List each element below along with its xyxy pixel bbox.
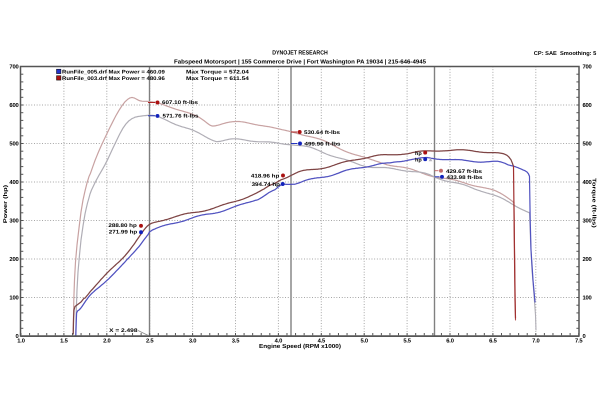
svg-text:CP: SAE Smoothing: 5: CP: SAE Smoothing: 5	[534, 50, 597, 57]
svg-text:5.5: 5.5	[403, 338, 411, 344]
svg-text:1.0: 1.0	[17, 337, 24, 344]
svg-text:Engine Speed (RPM x1000): Engine Speed (RPM x1000)	[259, 343, 341, 350]
svg-text:100: 100	[9, 295, 18, 302]
svg-text:400: 400	[9, 179, 18, 186]
svg-text:288.80 hp: 288.80 hp	[108, 223, 136, 229]
svg-text:429.67 ft-lbs: 429.67 ft-lbs	[446, 169, 482, 175]
svg-text:3.5: 3.5	[232, 337, 240, 344]
svg-text:607.10 ft-lbs: 607.10 ft-lbs	[162, 100, 198, 106]
svg-text:Fabspeed Motorsport | 155 Comm: Fabspeed Motorsport | 155 Commerce Drive…	[174, 58, 427, 65]
svg-text:100: 100	[583, 295, 592, 302]
svg-text:RunFile_003.drf Max Power = 48: RunFile_003.drf Max Power = 480.96	[62, 76, 165, 82]
svg-text:500: 500	[583, 141, 592, 148]
svg-text:499.96 ft-lbs: 499.96 ft-lbs	[305, 142, 341, 148]
svg-text:Torque (ft-lbs): Torque (ft-lbs)	[591, 178, 597, 228]
svg-text:Max Torque = 572.04: Max Torque = 572.04	[186, 69, 249, 75]
svg-text:700: 700	[9, 64, 18, 71]
svg-text:271.99 hp: 271.99 hp	[109, 230, 137, 236]
svg-text:600: 600	[9, 102, 18, 109]
svg-text:433.98 ft-lbs: 433.98 ft-lbs	[447, 175, 483, 181]
svg-text:0: 0	[15, 333, 18, 340]
svg-text:4.0: 4.0	[275, 337, 282, 344]
svg-text:400: 400	[583, 179, 592, 186]
svg-text:700: 700	[583, 64, 592, 71]
svg-text:0: 0	[583, 333, 586, 340]
svg-text:7.0: 7.0	[532, 337, 539, 344]
svg-text:5.0: 5.0	[360, 337, 367, 344]
svg-text:X = 2.498: X = 2.498	[109, 328, 137, 334]
svg-text:2.5: 2.5	[146, 337, 154, 344]
svg-text:Max Torque = 611.54: Max Torque = 611.54	[186, 76, 249, 82]
svg-text:300: 300	[583, 218, 592, 225]
svg-text:200: 200	[9, 256, 18, 263]
svg-text:530.64 ft-lbs: 530.64 ft-lbs	[304, 130, 340, 136]
svg-text:3.0: 3.0	[189, 337, 196, 344]
svg-text:4.5: 4.5	[318, 338, 326, 344]
svg-text:300: 300	[9, 218, 18, 225]
svg-text:Power (hp): Power (hp)	[3, 185, 9, 224]
svg-text:RunFile_005.drf Max Power = 46: RunFile_005.drf Max Power = 460.09	[62, 69, 165, 75]
svg-text:7.5: 7.5	[575, 338, 583, 344]
svg-text:394.74 hp: 394.74 hp	[252, 182, 280, 188]
svg-text:hp: hp	[415, 157, 422, 163]
svg-text:418.96 hp: 418.96 hp	[251, 173, 279, 179]
svg-text:6.0: 6.0	[446, 337, 453, 344]
svg-text:2.0: 2.0	[103, 337, 110, 344]
svg-text:6.5: 6.5	[489, 337, 497, 344]
svg-text:hp: hp	[415, 151, 422, 157]
svg-text:200: 200	[583, 256, 592, 263]
svg-text:500: 500	[9, 141, 18, 148]
svg-text:600: 600	[583, 102, 592, 109]
svg-text:1.5: 1.5	[60, 338, 68, 344]
svg-text:DYNOJET RESEARCH: DYNOJET RESEARCH	[272, 50, 328, 57]
svg-text:571.76 ft-lbs: 571.76 ft-lbs	[163, 114, 199, 120]
